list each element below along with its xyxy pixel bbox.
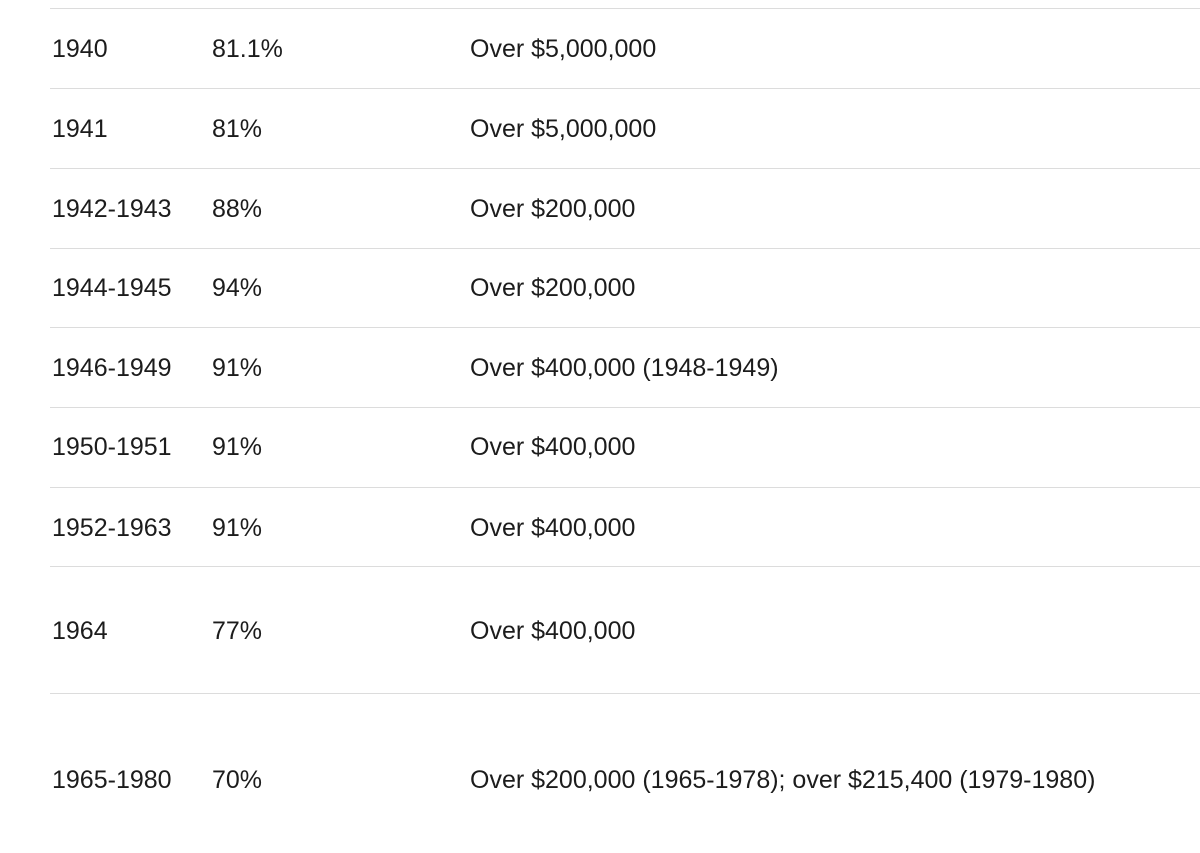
table-row: 1942-1943 88% Over $200,000 — [50, 168, 1200, 248]
table-row: 1965-1980 70% Over $200,000 (1965-1978); o… — [50, 693, 1200, 853]
rate-cell: 94% — [212, 274, 263, 302]
rate-cell: 88% — [212, 195, 263, 223]
income-cell: Over $400,000 — [470, 514, 636, 542]
table-row: 1940 81.1% Over $5,000,000 — [50, 8, 1200, 88]
income-cell: Over $200,000 — [470, 195, 636, 223]
year-cell: 1950-1951 — [52, 433, 172, 461]
year-cell: 1942-1943 — [52, 195, 172, 223]
rate-cell: 91% — [212, 354, 263, 382]
income-cell: Over $400,000 — [470, 433, 636, 461]
year-cell: 1941 — [52, 115, 108, 143]
rate-cell: 91% — [212, 433, 263, 461]
table-row: 1944-1945 94% Over $200,000 — [50, 248, 1200, 327]
year-cell: 1965-1980 — [52, 766, 172, 794]
income-cell: Over $200,000 — [470, 274, 636, 302]
table-row: 1964 77% Over $400,000 — [50, 566, 1200, 693]
table-row: 1952-1963 91% Over $400,000 — [50, 487, 1200, 566]
year-cell: 1952-1963 — [52, 514, 172, 542]
rate-cell: 91% — [212, 514, 263, 542]
rate-cell: 70% — [212, 766, 263, 794]
income-cell: Over $400,000 — [470, 617, 636, 645]
year-cell: 1940 — [52, 35, 108, 63]
income-cell: Over $5,000,000 — [470, 35, 657, 63]
table-row: 1950-1951 91% Over $400,000 — [50, 407, 1200, 487]
rate-cell: 77% — [212, 617, 263, 645]
table-row: 1941 81% Over $5,000,000 — [50, 88, 1200, 168]
income-cell: Over $400,000 (1948-1949) — [470, 354, 779, 382]
year-cell: 1946-1949 — [52, 354, 172, 382]
year-cell: 1964 — [52, 617, 108, 645]
rate-cell: 81.1% — [212, 35, 283, 63]
year-cell: 1944-1945 — [52, 274, 172, 302]
income-cell: Over $200,000 (1965-1978); over $215,400… — [470, 766, 1096, 794]
table-row: 1946-1949 91% Over $400,000 (1948-1949) — [50, 327, 1200, 407]
rate-cell: 81% — [212, 115, 263, 143]
income-cell: Over $5,000,000 — [470, 115, 657, 143]
